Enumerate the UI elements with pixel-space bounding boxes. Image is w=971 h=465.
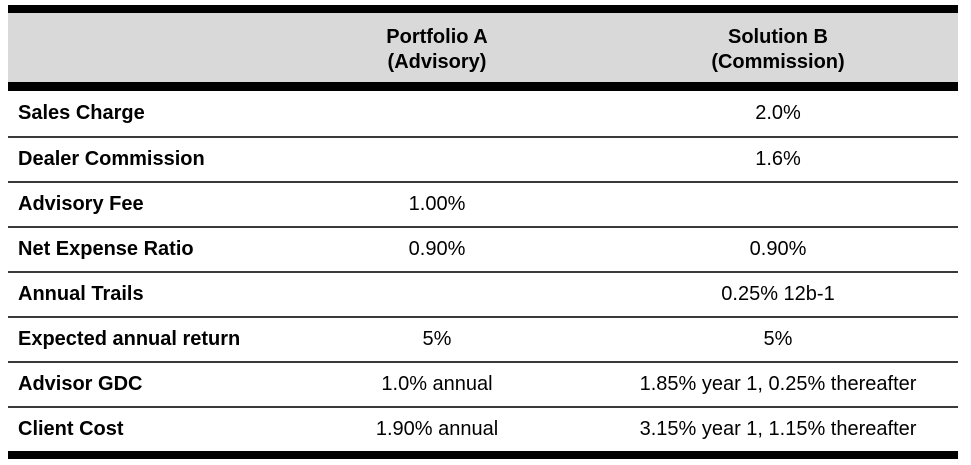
column-header-portfolio-a-subtitle: (Advisory)	[387, 50, 487, 73]
row-label: Annual Trails	[18, 283, 144, 305]
cell-solution-b: 1.6%	[755, 148, 801, 170]
table-header-row: Portfolio A (Advisory) Solution B (Commiss…	[8, 5, 958, 91]
cell-solution-b: 2.0%	[755, 102, 801, 124]
column-header-solution-b-title: Solution B	[728, 25, 828, 48]
cell-solution-b: 3.15% year 1, 1.15% thereafter	[639, 418, 917, 440]
table-row-net-expense-ratio: Net Expense Ratio 0.90% 0.90%	[8, 226, 958, 271]
cell-solution-b: 0.90%	[749, 238, 807, 260]
table-row-annual-trails: Annual Trails 0.25% 12b-1	[8, 271, 958, 316]
cell-solution-b: 1.85% year 1, 0.25% thereafter	[639, 373, 917, 395]
cell-portfolio-a: 0.90%	[408, 238, 466, 260]
fee-comparison-table: Portfolio A (Advisory) Solution B (Commiss…	[8, 5, 958, 459]
row-label: Advisor GDC	[18, 373, 143, 395]
table-row-advisory-fee: Advisory Fee 1.00%	[8, 181, 958, 226]
column-header-blank	[8, 46, 276, 50]
row-label: Dealer Commission	[18, 148, 205, 170]
column-header-solution-b-subtitle: (Commission)	[711, 50, 845, 73]
table-row-client-cost: Client Cost 1.90% annual 3.15% year 1, 1…	[8, 406, 958, 451]
column-header-solution-b: Solution B (Commission)	[598, 21, 958, 75]
row-label: Advisory Fee	[18, 193, 144, 215]
row-label: Client Cost	[18, 418, 124, 440]
cell-solution-b: 0.25% 12b-1	[721, 283, 835, 305]
table-row-advisor-gdc: Advisor GDC 1.0% annual 1.85% year 1, 0.…	[8, 361, 958, 406]
table-row-dealer-commission: Dealer Commission 1.6%	[8, 136, 958, 181]
row-label: Net Expense Ratio	[18, 238, 194, 260]
table-body: Sales Charge 2.0% Dealer Commission 1.6%…	[8, 91, 958, 459]
column-header-portfolio-a: Portfolio A (Advisory)	[276, 21, 598, 75]
row-label: Expected annual return	[18, 328, 241, 350]
table-row-expected-annual-return: Expected annual return 5% 5%	[8, 316, 958, 361]
cell-portfolio-a: 5%	[422, 328, 452, 350]
column-header-portfolio-a-title: Portfolio A	[386, 25, 488, 48]
table-row-sales-charge: Sales Charge 2.0%	[8, 91, 958, 136]
cell-portfolio-a: 1.90% annual	[375, 418, 499, 440]
row-label: Sales Charge	[18, 102, 145, 124]
cell-portfolio-a: 1.0% annual	[381, 373, 493, 395]
cell-portfolio-a: 1.00%	[408, 193, 466, 215]
cell-solution-b: 5%	[763, 328, 793, 350]
